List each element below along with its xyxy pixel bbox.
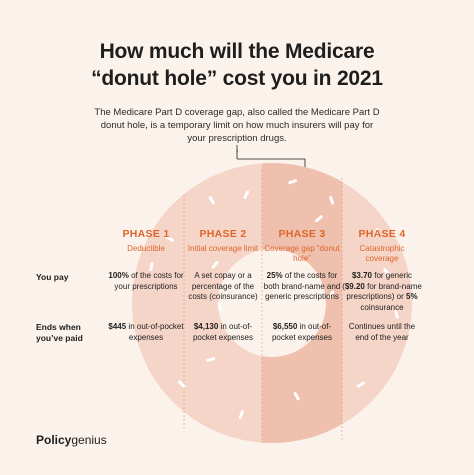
phase-1-subtitle: Deductible — [127, 244, 165, 253]
page-title: How much will the Medicare “donut hole” … — [0, 38, 474, 92]
row-label-you-pay: You pay — [36, 272, 69, 282]
phase-2-you-pay: A set copay or a percentage of the costs… — [184, 271, 262, 303]
logo-bold: Policy — [36, 433, 72, 447]
phase-2-subtitle: Initial coverage limit — [187, 244, 259, 253]
phase-3-pay-text: of the costs for both brand-name and gen… — [263, 271, 341, 301]
phase-1-title: PHASE 1 — [122, 228, 170, 240]
title-line-2: “donut hole” cost you in 2021 — [91, 67, 383, 90]
row-label-ends-line-1: Ends when — [36, 322, 81, 332]
phase-2-header: PHASE 2 Initial coverage limit — [184, 228, 262, 254]
phase-3-end-bold: $6,550 — [272, 322, 298, 331]
phase-3-ends: $6,550 in out-of-pocket expenses — [263, 322, 341, 343]
phase-4-pay-bold-2: $9.20 — [344, 281, 365, 291]
phase-1-end-text: in out-of-pocket expenses — [126, 322, 184, 342]
phase-4-subtitle: Catastrophic coverage — [359, 244, 405, 263]
phase-4-end-text: Continues until the end of the year — [348, 322, 416, 342]
title-line-1: How much will the Medicare — [99, 40, 375, 63]
phase-2-ends: $4,130 in out-of-pocket expenses — [184, 322, 262, 343]
phase-2-end-text: in out-of-pocket expenses — [192, 322, 254, 342]
phase-3-subtitle: Coverage gap “donut hole” — [264, 244, 340, 263]
phase-4-pay-bold-3: 5% — [406, 292, 418, 301]
row-label-ends-line-2: you’ve paid — [36, 333, 83, 343]
connector-line — [236, 145, 238, 152]
phase-3-title: PHASE 3 — [278, 228, 326, 240]
policygenius-logo: Policygenius — [36, 433, 107, 447]
phase-1-ends: $445 in out-of-pocket expenses — [107, 322, 185, 343]
phase-3-highlight — [262, 163, 342, 443]
phase-1-you-pay: 100% of the costs for your prescriptions — [107, 271, 185, 292]
phase-4-pay-text-3: coinsurance — [360, 302, 404, 312]
sprinkles — [149, 179, 399, 419]
phase-3-you-pay: 25% of the costs for both brand-name and… — [263, 271, 341, 303]
phase-4-header: PHASE 4 Catastrophic coverage — [342, 228, 422, 264]
phase-2-pay-text: A set copay or a percentage of the costs… — [188, 271, 258, 301]
phase-1-pay-text: of the costs for your prescriptions — [114, 271, 184, 291]
phase-1-pay-bold: 100% — [108, 271, 129, 280]
phase-4-pay-text-1: for generic ( — [342, 271, 413, 291]
phase-4-ends: Continues until the end of the year — [342, 322, 422, 343]
logo-rest: genius — [71, 433, 107, 447]
donut-shape — [132, 163, 412, 443]
phase-4-you-pay: $3.70 for generic ($9.20 for brand-name … — [342, 271, 422, 313]
phase-4-title: PHASE 4 — [358, 228, 406, 240]
phase-1-header: PHASE 1 Deductible — [107, 228, 185, 254]
phase-3-pay-bold: 25% — [266, 271, 283, 280]
phase-4-pay-bold: $3.70 — [351, 271, 372, 280]
phase-2-end-bold: $4,130 — [193, 322, 219, 331]
intro-text: The Medicare Part D coverage gap, also c… — [94, 107, 380, 144]
phase-4-pay-text-2: for brand-name prescriptions) or — [346, 281, 422, 302]
phase-3-header: PHASE 3 Coverage gap “donut hole” — [263, 228, 341, 264]
phase-3-end-text: in out-of-pocket expenses — [271, 322, 333, 342]
row-label-ends-when: Ends when you’ve paid — [36, 322, 83, 344]
phase-2-title: PHASE 2 — [199, 228, 247, 240]
phase-1-end-bold: $445 — [108, 322, 127, 331]
